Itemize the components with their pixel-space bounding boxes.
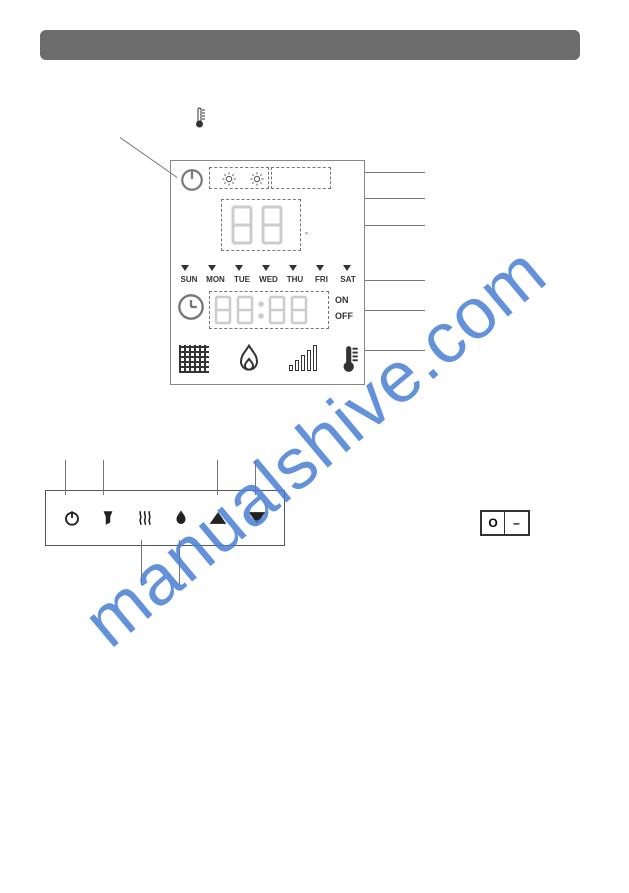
switch-off-side: – xyxy=(505,512,528,534)
days-row: SUN MON TUE WED THU FRI SAT xyxy=(176,275,361,284)
day-marker-icon xyxy=(181,265,189,271)
thermometer-icon xyxy=(341,344,359,374)
switch-on-side: O xyxy=(482,512,505,534)
on-label: ON xyxy=(335,295,349,305)
seven-segment-icon xyxy=(229,203,289,247)
day-label: SUN xyxy=(176,275,202,284)
clock-icon xyxy=(177,293,205,321)
leader-line xyxy=(365,198,425,199)
day-label: TUE xyxy=(229,275,255,284)
down-arrow-icon xyxy=(247,509,267,527)
flame-icon xyxy=(233,343,265,375)
leader-line xyxy=(365,310,425,311)
leader-line xyxy=(103,460,104,495)
day-marker-icon xyxy=(289,265,297,271)
day-label: WED xyxy=(256,275,282,284)
timer-icon xyxy=(99,509,117,527)
day-marker-icon xyxy=(316,265,324,271)
flame-icon xyxy=(172,509,190,527)
day-label: MON xyxy=(203,275,229,284)
day-marker-icon xyxy=(262,265,270,271)
leader-line xyxy=(179,540,180,585)
leader-line xyxy=(255,460,256,495)
sun-icon xyxy=(249,171,265,187)
lcd-display-panel: ° SUN MON TUE WED THU FRI SAT ON OFF xyxy=(170,160,365,385)
heat-waves-icon xyxy=(136,509,154,527)
leader-line xyxy=(365,350,425,351)
off-label: OFF xyxy=(335,311,353,321)
seven-segment-time-icon xyxy=(213,294,325,326)
main-power-switch[interactable]: O – xyxy=(480,510,530,536)
thermometer-icon xyxy=(193,107,207,129)
control-button-panel xyxy=(45,490,285,546)
display-bottom-row xyxy=(179,341,359,376)
page-header-bar xyxy=(40,30,580,60)
leader-line xyxy=(141,540,142,585)
brightness-group-box-2 xyxy=(271,167,331,189)
leader-line xyxy=(217,460,218,495)
day-label: FRI xyxy=(309,275,335,284)
signal-bars-icon xyxy=(289,347,317,371)
leader-line xyxy=(365,280,425,281)
leader-line xyxy=(365,172,425,173)
leader-line xyxy=(120,137,178,178)
power-icon xyxy=(63,509,81,527)
sun-icon xyxy=(221,171,237,187)
degree-symbol: ° xyxy=(305,231,308,240)
up-arrow-icon xyxy=(208,509,228,527)
day-label: SAT xyxy=(335,275,361,284)
day-marker-icon xyxy=(343,265,351,271)
leader-line xyxy=(365,225,425,226)
day-label: THU xyxy=(282,275,308,284)
power-icon xyxy=(179,167,205,193)
heater-grille-icon xyxy=(179,345,209,373)
leader-line xyxy=(65,460,66,495)
day-marker-icon xyxy=(208,265,216,271)
day-marker-icon xyxy=(235,265,243,271)
